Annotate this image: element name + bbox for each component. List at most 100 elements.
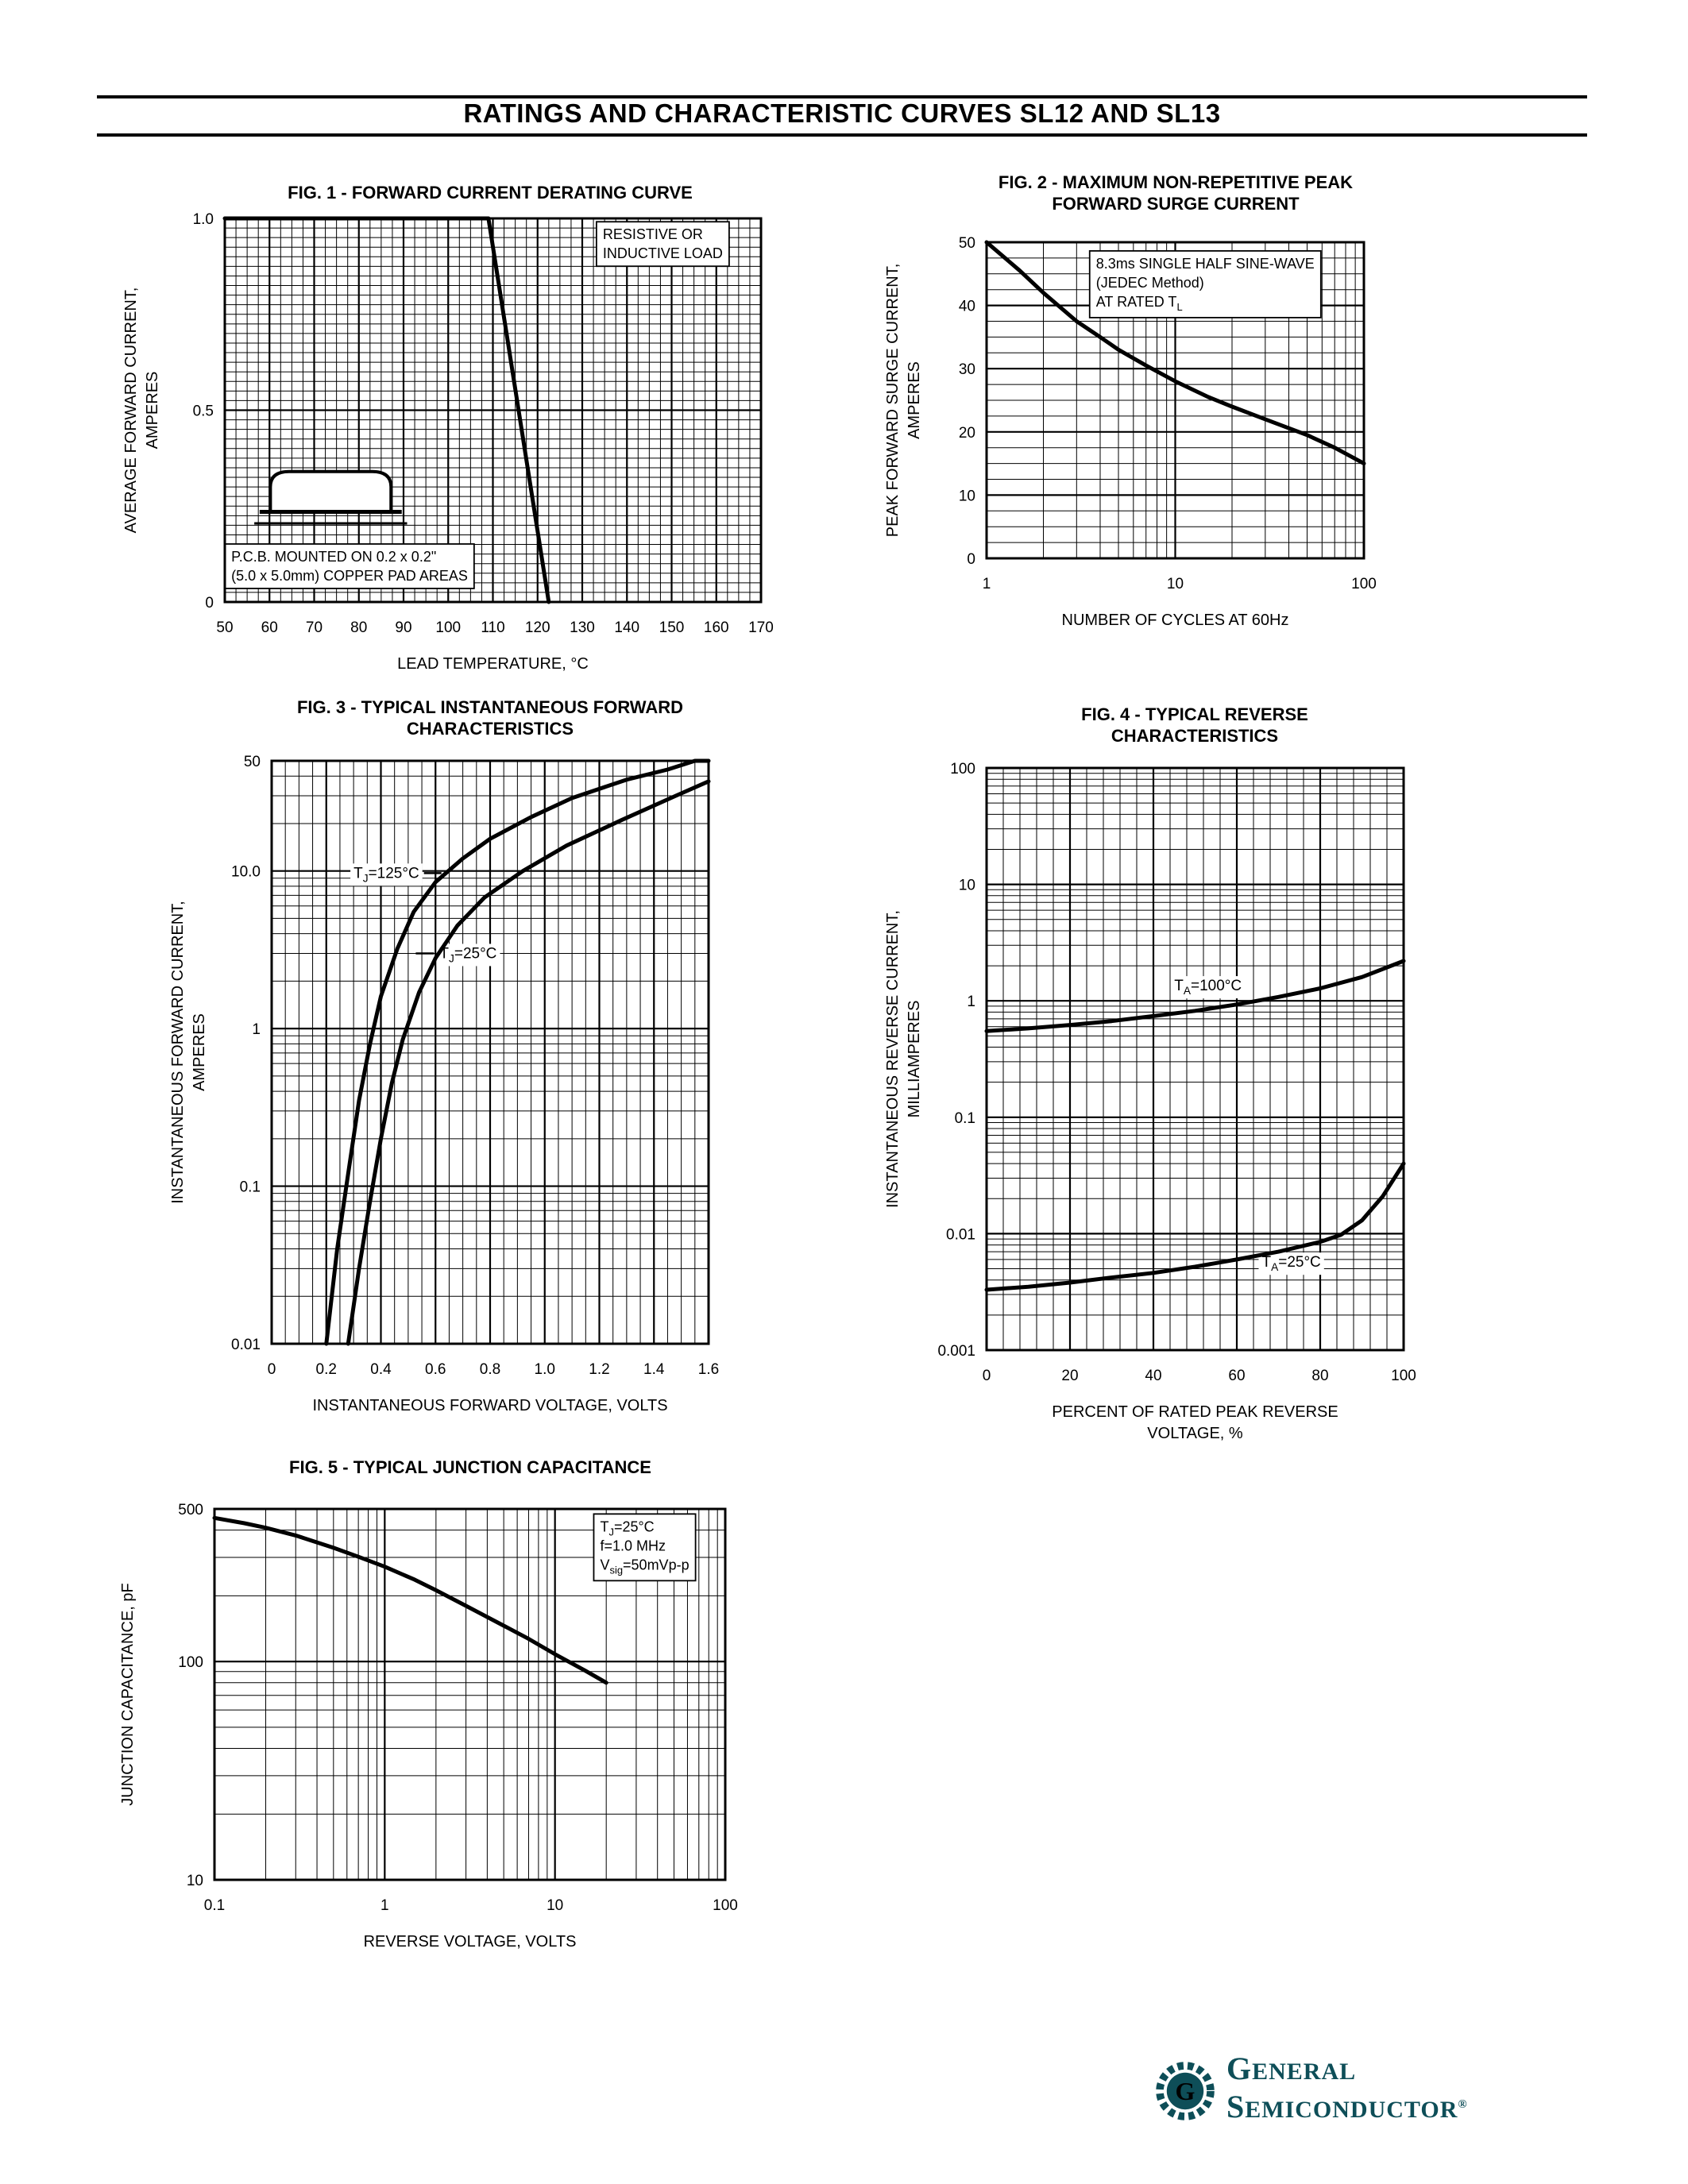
svg-text:100: 100 bbox=[713, 1897, 738, 1914]
svg-text:60: 60 bbox=[1228, 1368, 1245, 1384]
svg-text:170: 170 bbox=[748, 619, 774, 636]
header-rule-top bbox=[97, 95, 1587, 98]
svg-text:120: 120 bbox=[525, 619, 550, 636]
fig5-xlabel: REVERSE VOLTAGE, VOLTS bbox=[364, 1933, 577, 1951]
registered-mark: ® bbox=[1458, 2098, 1468, 2111]
svg-text:10: 10 bbox=[959, 878, 975, 894]
fig2-title: FIG. 2 - MAXIMUM NON-REPETITIVE PEAK FOR… bbox=[998, 172, 1354, 214]
fig4-ylabel: INSTANTANEOUS REVERSE CURRENT, MILLIAMPER… bbox=[884, 910, 923, 1208]
fig4-curve-TA25 bbox=[984, 1161, 1406, 1292]
fig4-title: FIG. 4 - TYPICAL REVERSE CHARACTERISTICS bbox=[1081, 704, 1308, 746]
fig3-frame bbox=[270, 759, 710, 1345]
svg-text:110: 110 bbox=[481, 619, 504, 636]
svg-text:TA=25°C: TA=25°C bbox=[1262, 1254, 1321, 1273]
svg-text:100: 100 bbox=[950, 761, 975, 778]
fig3-grid bbox=[272, 761, 709, 1344]
logo-semiconductor-rest: EMICONDUCTOR bbox=[1245, 2097, 1458, 2123]
fig5-curve-Cj bbox=[212, 1515, 608, 1685]
svg-text:0: 0 bbox=[983, 1368, 991, 1384]
svg-text:0: 0 bbox=[205, 595, 214, 612]
svg-text:10.0: 10.0 bbox=[231, 864, 261, 881]
svg-text:0.01: 0.01 bbox=[946, 1226, 975, 1243]
svg-text:100: 100 bbox=[178, 1654, 203, 1671]
svg-text:80: 80 bbox=[1311, 1368, 1328, 1384]
svg-text:10: 10 bbox=[547, 1897, 563, 1914]
svg-text:1.0: 1.0 bbox=[193, 211, 214, 228]
fig4-grid bbox=[987, 768, 1404, 1350]
svg-text:0.1: 0.1 bbox=[955, 1110, 975, 1127]
svg-text:NUMBER OF CYCLES AT 60Hz: NUMBER OF CYCLES AT 60Hz bbox=[1062, 612, 1289, 629]
fig4-curve-TA100 bbox=[984, 959, 1406, 1033]
svg-text:INDUCTIVE LOAD: INDUCTIVE LOAD bbox=[603, 245, 723, 261]
fig1-xlabel: LEAD TEMPERATURE, °C bbox=[397, 655, 589, 673]
svg-text:P.C.B. MOUNTED ON 0.2 x 0.2": P.C.B. MOUNTED ON 0.2 x 0.2" bbox=[231, 549, 436, 565]
fig5-chart: TJ=25°Cf=1.0 MHz Vsig=50mVp-p 0.1 1 10 100 500… bbox=[119, 1502, 738, 1951]
fig1-annotation-0: RESISTIVE OR INDUCTIVE LOAD bbox=[595, 221, 730, 268]
svg-text:MILLIAMPERES: MILLIAMPERES bbox=[906, 1001, 923, 1118]
svg-text:90: 90 bbox=[395, 619, 411, 636]
svg-text:20: 20 bbox=[959, 425, 975, 442]
fig4-label-TA100: TA=100°C bbox=[1171, 976, 1246, 999]
page-title: RATINGS AND CHARACTERISTIC CURVES SL12 A… bbox=[463, 98, 1221, 128]
fig3-label-TJ25: TJ=25°C bbox=[415, 943, 500, 967]
logo-sunburst-g-icon: G bbox=[1156, 2062, 1215, 2120]
svg-text:130: 130 bbox=[570, 619, 595, 636]
svg-text:1: 1 bbox=[252, 1021, 261, 1038]
svg-text:50: 50 bbox=[244, 754, 261, 770]
fig2-frame bbox=[985, 241, 1365, 560]
svg-text:160: 160 bbox=[704, 619, 729, 636]
fig2-curve-surge bbox=[984, 240, 1366, 466]
svg-text:0.01: 0.01 bbox=[231, 1337, 261, 1353]
svg-text:TA=100°C: TA=100°C bbox=[1174, 978, 1242, 997]
svg-text:1: 1 bbox=[967, 994, 975, 1010]
svg-text:10: 10 bbox=[959, 488, 975, 504]
svg-text:70: 70 bbox=[306, 619, 323, 636]
fig5-ylabel: JUNCTION CAPACITANCE, pF bbox=[119, 1583, 137, 1805]
svg-text:1: 1 bbox=[380, 1897, 389, 1914]
svg-text:TJ=25°C: TJ=25°C bbox=[600, 1518, 654, 1538]
fig5-grid bbox=[214, 1509, 725, 1880]
svg-text:1: 1 bbox=[983, 576, 991, 592]
svg-text:0.8: 0.8 bbox=[480, 1361, 500, 1378]
svg-text:(5.0 x 5.0mm) COPPER PAD AREAS: (5.0 x 5.0mm) COPPER PAD AREAS bbox=[231, 568, 468, 584]
fig5-annotation-0: TJ=25°Cf=1.0 MHz Vsig=50mVp-p bbox=[593, 1513, 697, 1582]
svg-text:INSTANTANEOUS FORWARD VOLTAGE,: INSTANTANEOUS FORWARD VOLTAGE, VOLTS bbox=[312, 1397, 667, 1414]
svg-text:40: 40 bbox=[959, 299, 975, 315]
svg-text:TJ=125°C: TJ=125°C bbox=[353, 865, 419, 884]
svg-text:30: 30 bbox=[959, 361, 975, 378]
svg-text:140: 140 bbox=[614, 619, 639, 636]
fig2-chart: 8.3ms SINGLE HALF SINE-WAVE (JEDEC Method… bbox=[884, 235, 1377, 629]
fig2-tick-labels: 1 10 100 0 10 20 30 40 50 bbox=[959, 235, 1377, 592]
svg-text:50: 50 bbox=[959, 235, 975, 252]
svg-text:0.6: 0.6 bbox=[425, 1361, 446, 1378]
fig1-tick-labels: 50 60 70 80 90 100 110 120 130 140 150 160 170 0 0.5 1.… bbox=[193, 211, 774, 636]
svg-text:50: 50 bbox=[216, 619, 233, 636]
diode-package-drawing bbox=[254, 469, 408, 525]
logo-line-semiconductor: SEMICONDUCTOR® bbox=[1226, 2090, 1468, 2128]
fig2-annotation-0: 8.3ms SINGLE HALF SINE-WAVE (JEDEC Method… bbox=[1088, 250, 1322, 318]
logo-line-general: GENERAL bbox=[1226, 2051, 1468, 2090]
svg-text:0.2: 0.2 bbox=[316, 1361, 337, 1378]
svg-text:TJ=25°C: TJ=25°C bbox=[439, 945, 496, 964]
svg-text:INSTANTANEOUS REVERSE CURRENT,: INSTANTANEOUS REVERSE CURRENT, bbox=[884, 910, 902, 1208]
svg-text:100: 100 bbox=[1391, 1368, 1416, 1384]
svg-text:JUNCTION CAPACITANCE, pF: JUNCTION CAPACITANCE, pF bbox=[119, 1583, 137, 1805]
fig5-title: FIG. 5 - TYPICAL JUNCTION CAPACITANCE bbox=[289, 1457, 651, 1477]
svg-text:0.1: 0.1 bbox=[204, 1897, 225, 1914]
fig1-annotation-1: P.C.B. MOUNTED ON 0.2 x 0.2" (5.0 x 5.0mm… bbox=[224, 543, 475, 589]
svg-text:VOLTAGE, %: VOLTAGE, % bbox=[1147, 1425, 1243, 1442]
logo-general-initial: G bbox=[1226, 2051, 1253, 2086]
svg-text:500: 500 bbox=[178, 1502, 203, 1518]
svg-text:RESISTIVE OR: RESISTIVE OR bbox=[603, 226, 703, 242]
svg-text:0.4: 0.4 bbox=[370, 1361, 392, 1378]
fig4-frame bbox=[985, 766, 1405, 1352]
fig1-title: FIG. 1 - FORWARD CURRENT DERATING CURVE bbox=[288, 183, 693, 203]
svg-text:1.2: 1.2 bbox=[589, 1361, 609, 1378]
svg-text:100: 100 bbox=[435, 619, 461, 636]
fig3-xlabel: INSTANTANEOUS FORWARD VOLTAGE, VOLTS bbox=[312, 1397, 667, 1414]
svg-text:150: 150 bbox=[659, 619, 685, 636]
fig4-xlabel: PERCENT OF RATED PEAK REVERSE VOLTAGE, % bbox=[1052, 1403, 1338, 1442]
svg-text:LEAD TEMPERATURE, °C: LEAD TEMPERATURE, °C bbox=[397, 655, 589, 673]
fig1-frame bbox=[223, 217, 763, 604]
svg-text:Vsig=50mVp-p: Vsig=50mVp-p bbox=[600, 1557, 689, 1576]
